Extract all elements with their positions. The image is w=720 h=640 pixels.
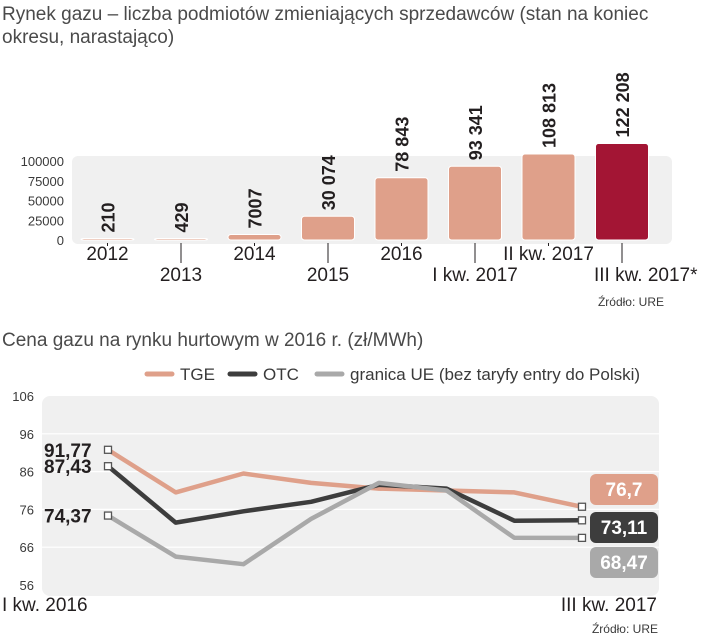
series-line: [105, 463, 585, 525]
series-start-label: 74,37: [44, 507, 92, 528]
bar-category-label: 2015: [307, 265, 349, 286]
series-endpoint-marker: [103, 445, 113, 454]
bar-value-label: 7007: [246, 188, 266, 228]
bar: [80, 238, 135, 241]
series-end-label-box: [590, 547, 658, 578]
bar-category-label: II kw. 2017: [503, 244, 594, 265]
bar-y-tick-label: 100000: [21, 154, 64, 169]
line-chart-title: Cena gazu na rynku hurtowym w 2016 r. (z…: [2, 330, 423, 351]
series-end-label: 73,11: [601, 518, 648, 539]
series-line: [105, 447, 585, 510]
bar-chart-title-line-1: Rynek gazu – liczba podmiotów zmieniając…: [2, 4, 648, 25]
bar-y-axis: 100000 75000 50000 25000 0: [21, 154, 64, 248]
bar: [154, 238, 208, 241]
bar-category-label: I kw. 2017: [432, 265, 518, 286]
bar-y-tick-label: 50000: [28, 194, 64, 209]
bar-category-label: III kw. 2017*: [594, 265, 698, 286]
bar: [595, 142, 649, 241]
line-chart: Cena gazu na rynku hurtowym w 2016 r. (z…: [2, 330, 659, 636]
line-source: Źródło: URE: [592, 621, 658, 636]
bar-value-label: 93 341: [466, 105, 486, 160]
series-endpoint-marker: [577, 516, 587, 525]
bar-value-label: 210: [99, 202, 119, 232]
bar: [448, 165, 502, 241]
bar: [227, 233, 282, 241]
legend-label: OTC: [263, 365, 299, 384]
series-end-label: 68,47: [600, 553, 648, 574]
series-endpoint-marker: [103, 462, 113, 471]
series-start-label: 91,77: [44, 441, 92, 462]
bar-value-label: 78 843: [393, 117, 413, 172]
bar-value-label: 108 813: [540, 83, 560, 148]
line-y-tick-label: 66: [20, 540, 34, 555]
line-x-end-label: III kw. 2017: [561, 595, 657, 616]
line-y-tick-label: 106: [12, 389, 34, 404]
line-x-start-label: I kw. 2016: [2, 595, 88, 616]
line-y-tick-label: 76: [20, 502, 34, 517]
bar-category-label: 2013: [160, 265, 202, 286]
bar-value-label: 429: [172, 202, 192, 232]
bar: [374, 177, 429, 241]
series-endpoint-marker: [577, 533, 587, 543]
line-y-tick-label: 96: [20, 427, 34, 442]
series-end-label-box: [590, 474, 658, 505]
legend-label: TGE: [180, 365, 215, 384]
bar-series: 210 429 7007 30 074 78 843 93 341 108 813 122 2…: [80, 72, 649, 241]
legend-label: granica UE (bez taryfy entry do Polski): [350, 365, 640, 384]
series-endpoint-marker: [577, 502, 587, 511]
series-endpoint-marker: [103, 511, 113, 520]
bar-y-tick-label: 25000: [28, 213, 64, 228]
bar: [521, 153, 576, 241]
bar-chart-panel: [72, 156, 672, 244]
series-line: [105, 480, 585, 567]
bar-source: Źródło: URE: [598, 294, 664, 309]
line-y-tick-label: 86: [20, 465, 34, 480]
line-y-axis: 106 96 86 76 66 56: [12, 389, 34, 593]
line-legend: TGE OTC granica UE (bez taryfy entry do Po…: [144, 365, 640, 384]
bar-y-tick-label: 75000: [28, 174, 64, 189]
series-start-label: 87,43: [44, 457, 92, 478]
bar-value-label: 122 208: [613, 72, 633, 137]
bar-value-label: 30 074: [319, 155, 339, 210]
bar-category-label: 2014: [233, 244, 276, 265]
bar-y-tick-label: 0: [57, 233, 64, 248]
line-series: 91,77 76,7 87,43 73,11 74,37 68,47: [44, 441, 658, 578]
bar-chart-title-line-2: okresu, narastająco): [2, 27, 174, 48]
bar-chart: Rynek gazu – liczba podmiotów zmieniając…: [2, 4, 698, 309]
series-end-label: 76,7: [606, 480, 643, 501]
series-end-label-box: [590, 512, 658, 543]
bar-category-label: 2016: [380, 244, 422, 265]
bar: [301, 215, 355, 241]
line-y-tick-label: 56: [20, 578, 34, 593]
bar-category-label: 2012: [86, 244, 128, 265]
